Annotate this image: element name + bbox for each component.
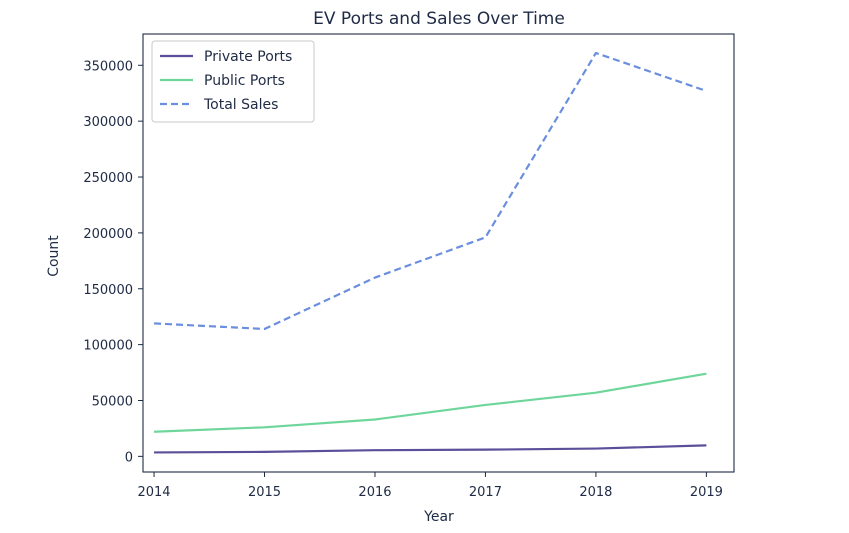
x-tick-label: 2019 <box>690 485 723 500</box>
legend-label-0: Private Ports <box>204 49 292 65</box>
series-line-0 <box>154 444 707 454</box>
series-line-2 <box>153 51 707 331</box>
x-tick-label: 2016 <box>358 485 391 500</box>
legend: Private Ports Public Ports Total Sales <box>151 40 315 123</box>
legend-frame <box>151 40 315 123</box>
y-tick-label: 300000 <box>83 115 133 130</box>
series-line-1 <box>154 372 707 433</box>
y-tick-label: 150000 <box>83 283 133 298</box>
y-tick-label: 50000 <box>92 394 133 409</box>
chart-title: EV Ports and Sales Over Time <box>313 9 565 29</box>
y-tick-label: 100000 <box>83 339 133 354</box>
x-axis-ticks: 2014 2015 2016 2017 2018 2019 <box>137 472 723 500</box>
series-lines <box>153 51 707 454</box>
y-axis-ticks: 0 50000 100000 150000 200000 250000 300000 3500… <box>83 59 143 465</box>
legend-label-1: Public Ports <box>204 73 285 89</box>
x-axis-label: Year <box>423 509 454 525</box>
x-tick-label: 2015 <box>248 485 281 500</box>
legend-label-2: Total Sales <box>203 97 278 113</box>
x-tick-label: 2018 <box>579 485 612 500</box>
y-tick-label: 200000 <box>83 227 133 242</box>
y-tick-label: 250000 <box>83 171 133 186</box>
x-tick-label: 2017 <box>469 485 502 500</box>
y-tick-label: 350000 <box>83 59 133 74</box>
y-axis-label: Count <box>46 235 62 277</box>
plot-frame <box>142 33 735 473</box>
y-tick-label: 0 <box>125 450 133 465</box>
x-tick-label: 2014 <box>137 485 170 500</box>
